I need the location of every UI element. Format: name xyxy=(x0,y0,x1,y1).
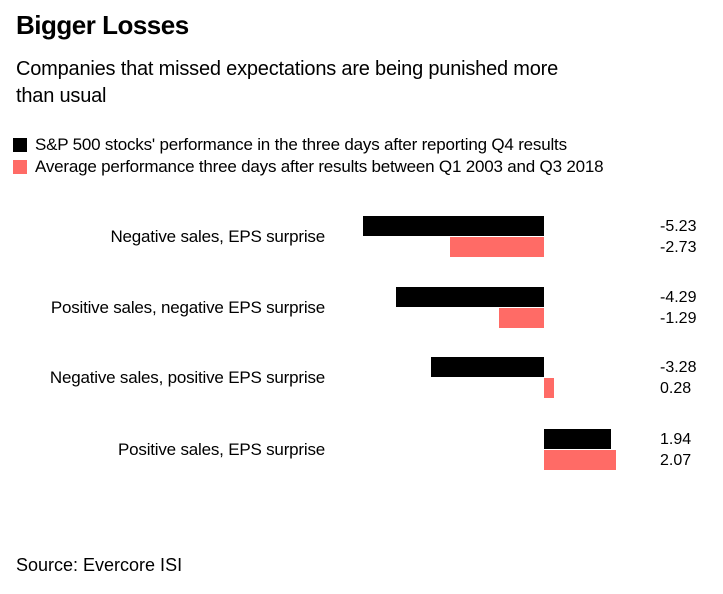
chart-subtitle: Companies that missed expectations are b… xyxy=(16,58,559,107)
value-label: -4.29 xyxy=(660,289,697,306)
bar-historical-average xyxy=(499,308,544,328)
value-label: -5.23 xyxy=(660,218,697,235)
legend-swatch-pink xyxy=(13,160,27,174)
bar-q4-results xyxy=(544,429,611,449)
value-labels: 1.94 2.07 xyxy=(660,429,691,471)
value-labels: -5.23 -2.73 xyxy=(660,216,696,258)
value-label: 0.28 xyxy=(660,380,692,397)
value-label: 1.94 xyxy=(660,431,692,448)
category-label: Negative sales, EPS surprise xyxy=(110,227,325,246)
value-label: 2.07 xyxy=(660,452,692,469)
bar-historical-average xyxy=(450,237,544,257)
value-label: -2.73 xyxy=(660,239,697,256)
category-label: Positive sales, EPS surprise xyxy=(118,440,325,459)
chart-title: Bigger Losses xyxy=(16,10,189,40)
category-label: Negative sales, positive EPS surprise xyxy=(49,368,325,387)
legend-label: Average performance three days after res… xyxy=(35,157,604,176)
source-note: Source: Evercore ISI xyxy=(16,555,183,575)
bar-q4-results xyxy=(431,357,544,377)
chart-legend: S&P 500 stocks' performance in the three… xyxy=(13,134,604,178)
bar-historical-average xyxy=(544,450,616,470)
value-labels: -4.29 -1.29 xyxy=(660,287,696,329)
legend-label: S&P 500 stocks' performance in the three… xyxy=(35,135,567,154)
bar-historical-average xyxy=(544,378,554,398)
legend-item: S&P 500 stocks' performance in the three… xyxy=(13,134,603,156)
legend-item: Average performance three days after res… xyxy=(13,156,604,178)
value-label: -3.28 xyxy=(660,359,697,376)
legend-swatch-black xyxy=(13,138,27,152)
value-labels: -3.28 0.28 xyxy=(660,357,696,399)
category-label: Positive sales, negative EPS surprise xyxy=(50,298,325,317)
bar-q4-results xyxy=(396,287,544,307)
bar-q4-results xyxy=(363,216,544,236)
value-label: -1.29 xyxy=(660,310,697,327)
